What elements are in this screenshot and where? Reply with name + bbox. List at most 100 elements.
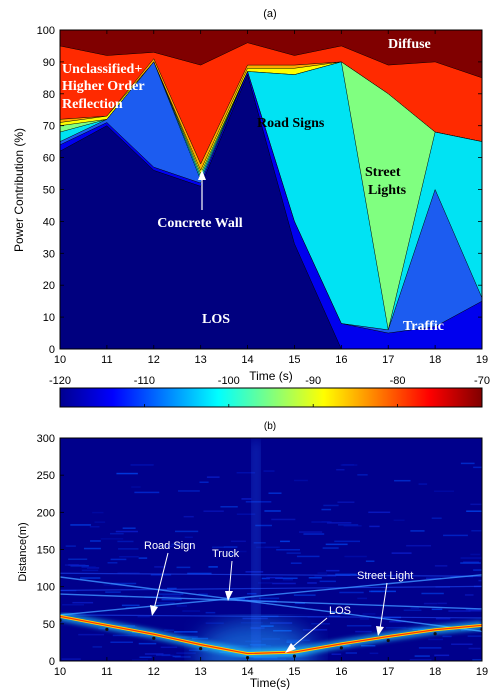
heatmap-speckle: [451, 643, 473, 645]
annotation-road-sign-label: Road Sign: [144, 540, 195, 552]
heatmap-speckle: [68, 564, 79, 566]
heatmap-speckle: [90, 540, 101, 542]
heatmap-speckle: [176, 566, 191, 569]
heatmap-speckle: [130, 464, 154, 466]
x-tick-label-a: 17: [382, 354, 394, 366]
heatmap-speckle: [369, 652, 379, 655]
heatmap-speckle: [443, 534, 468, 537]
heatmap-speckle: [268, 492, 282, 494]
heatmap-speckle: [275, 577, 298, 580]
heatmap-speckle: [175, 530, 199, 533]
heatmap-speckle: [393, 519, 405, 521]
heatmap-speckle: [340, 464, 358, 466]
heatmap-speckle: [314, 575, 337, 577]
y-tick-label-a: 90: [43, 57, 55, 69]
x-tick-label-a: 13: [195, 354, 207, 366]
heatmap-speckle: [131, 486, 141, 488]
concrete-wall-arrowhead: [198, 170, 206, 180]
y-tick-label-b: 300: [37, 433, 55, 445]
x-axis-b: 10 11 12 13 14 15 16 17 18 19: [54, 657, 488, 678]
heatmap-speckle: [83, 547, 101, 550]
heatmap-speckle: [326, 522, 352, 524]
heatmap-speckle: [322, 547, 339, 549]
heatmap-speckle: [261, 577, 270, 580]
annotation-street-lights-line-1: Street: [365, 165, 401, 180]
heatmap-speckle: [270, 622, 293, 624]
heatmap-speckle: [183, 515, 194, 518]
heatmap-speckle: [335, 573, 357, 576]
y-tick-label-b: 250: [37, 470, 55, 482]
heatmap-speckle: [410, 607, 420, 610]
heatmap-speckle: [160, 646, 178, 649]
heatmap-speckle: [138, 642, 157, 645]
area-series-group: [59, 29, 483, 350]
x-tick-label-a: 18: [429, 354, 441, 366]
los-marker: [433, 632, 437, 636]
heatmap-speckle: [385, 626, 407, 629]
heatmap-speckle: [321, 508, 332, 511]
heatmap-speckle: [346, 625, 372, 627]
x-tick-label-b: 16: [335, 666, 347, 678]
heatmap-band: [60, 614, 482, 619]
heatmap-speckle: [100, 538, 124, 540]
heatmap-plot: [60, 438, 482, 661]
y-tick-label-a: 60: [43, 153, 55, 165]
heatmap-speckle: [337, 501, 355, 503]
heatmap-speckle: [426, 577, 441, 580]
heatmap-speckle: [460, 557, 482, 559]
annotation-unclassified-line-2: Higher Order: [62, 79, 144, 94]
heatmap-speckle: [465, 608, 480, 611]
heatmap-speckle: [203, 510, 224, 512]
heatmap-speckle: [463, 561, 479, 563]
y-tick-label-a: 30: [43, 248, 55, 260]
heatmap-speckle: [336, 468, 345, 471]
annotation-road-signs: Road Signs: [257, 116, 325, 131]
heatmap-speckle: [110, 532, 124, 535]
heatmap-speckle: [431, 608, 443, 611]
annotation-unclassified-line-1: Unclassified+: [62, 62, 142, 77]
heatmap-speckle: [174, 656, 191, 658]
annotation-truck-label: Truck: [212, 548, 240, 560]
heatmap-speckle: [460, 562, 481, 564]
heatmap-speckle: [72, 601, 94, 604]
heatmap-speckle: [103, 584, 126, 586]
heatmap-speckle: [423, 602, 438, 605]
heatmap-band: [60, 572, 482, 577]
road-sign-arrow: [153, 552, 169, 610]
heatmap-speckle: [414, 655, 430, 657]
heatmap-speckle: [105, 591, 121, 593]
colorbar-tick-label: -90: [305, 375, 321, 387]
street-light-arrow: [379, 582, 388, 630]
x-tick-label-b: 12: [148, 666, 160, 678]
heatmap-speckle: [258, 597, 280, 600]
y-tick-label-a: 20: [43, 280, 55, 292]
road-sign-arrowhead: [150, 605, 158, 616]
heatmap-speckle: [271, 518, 296, 521]
heatmap-speckle: [370, 590, 396, 593]
heatmap-speckle: [81, 569, 99, 572]
x-tick-label-a: 11: [101, 354, 112, 366]
x-tick-label-b: 14: [241, 666, 253, 678]
heatmap-speckle: [282, 578, 294, 581]
truck-arrowhead: [225, 591, 233, 601]
heatmap-speckle: [154, 566, 166, 568]
heatmap-speckle: [442, 635, 452, 638]
heatmap-band: [60, 585, 482, 591]
x-tick-label-a: 19: [476, 354, 488, 366]
annotation-unclassified-line-3: Reflection: [62, 97, 123, 112]
heatmap-speckle: [176, 605, 187, 607]
heatmap-speckle: [431, 517, 442, 519]
heatmap-speckle: [115, 530, 138, 533]
x-tick-label-b: 13: [195, 666, 207, 678]
x-tick-label-b: 17: [382, 666, 394, 678]
heatmap-speckle: [302, 629, 328, 631]
colorbar-tick-label: -120: [49, 375, 71, 387]
heatmap-speckle: [418, 647, 442, 649]
annotation-unclassified: Unclassified+ Higher Order Reflection: [62, 62, 148, 112]
panel-a-label: (a): [263, 8, 276, 20]
heatmap-speckle: [357, 597, 368, 600]
y-tick-label-b: 50: [43, 619, 55, 631]
heatmap-speckle: [472, 659, 482, 661]
x-tick-label-a: 16: [335, 354, 347, 366]
los-arrow: [290, 617, 328, 649]
